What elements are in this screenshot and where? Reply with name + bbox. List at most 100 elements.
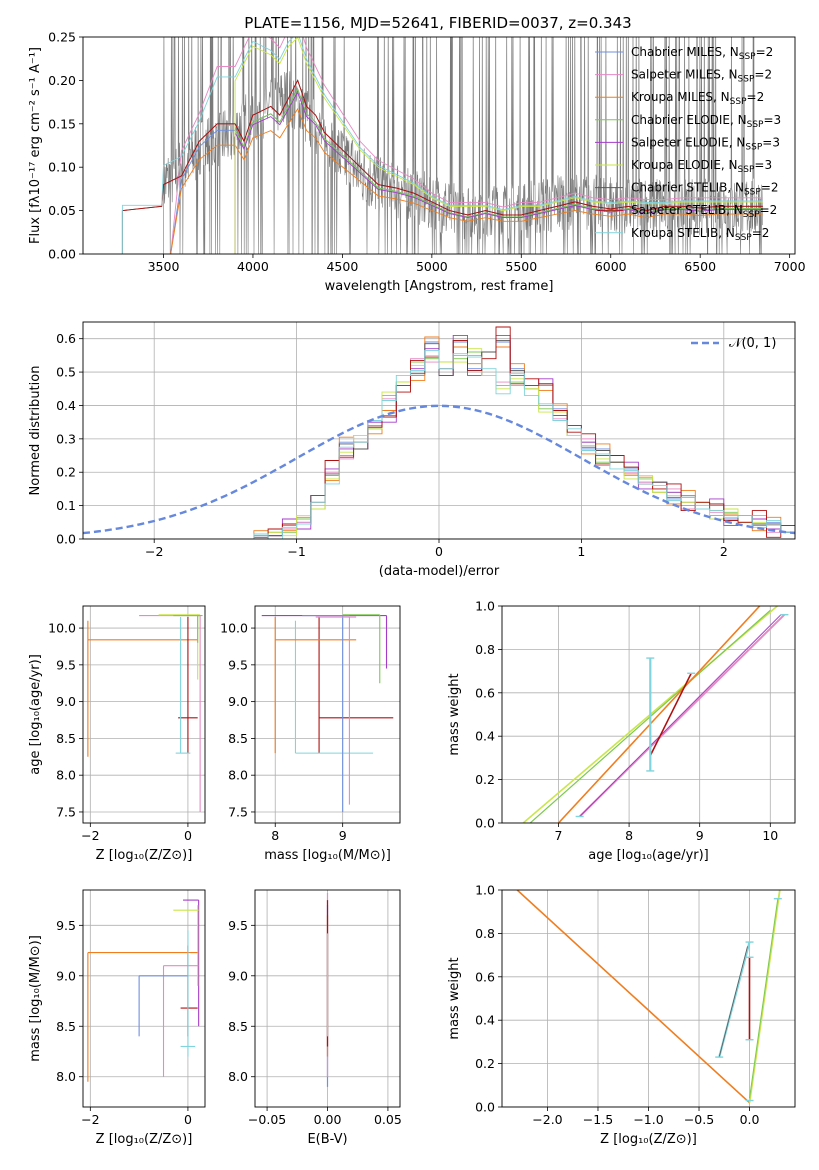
panel-age-vs-z: −2 0 7.5 8.0 8.5 9.0 9.5 10.0 Z [log₁₀(Z/Z⊙)] age… <box>28 605 206 863</box>
axes-frame <box>254 889 401 1108</box>
y-tick-label: 0.4 <box>475 729 495 744</box>
y-tick-label: 9.5 <box>56 918 76 933</box>
y-tick-label: 8.0 <box>228 1069 248 1084</box>
legend-label: Kroupa STELIB, NSSP=2 <box>631 226 769 243</box>
plot-area <box>83 606 205 823</box>
x-tick-label: 1 <box>577 544 585 559</box>
x-tick-label: −2 <box>81 1112 99 1127</box>
y-tick-label: 0.05 <box>48 203 76 218</box>
x-axis-label: age [log₁₀(age/yr)] <box>588 848 709 863</box>
x-tick-label: 0.0 <box>740 1112 760 1127</box>
model-line-kroupa-stelib <box>121 37 763 254</box>
x-tick-label: 8 <box>625 828 633 843</box>
y-tick-label: 9.5 <box>56 657 76 672</box>
x-tick-label: 7 <box>555 828 563 843</box>
plot-area <box>502 890 795 1107</box>
y-tick-label: 8.0 <box>56 1069 76 1084</box>
y-tick-label: 1.0 <box>475 883 495 898</box>
plot-area <box>255 890 400 1107</box>
y-tick-label: 0.6 <box>475 685 495 700</box>
x-axis-label: wavelength [Angstrom, rest frame] <box>325 279 554 294</box>
y-tick-label: 0.10 <box>48 160 76 175</box>
y-tick-label: 9.0 <box>228 694 248 709</box>
x-tick-label: 0.00 <box>314 1112 342 1127</box>
model-line-salpeter-miles <box>170 37 763 254</box>
y-tick-label: 8.0 <box>228 768 248 783</box>
x-tick-label: 9 <box>339 828 347 843</box>
x-tick-label: −2 <box>145 544 163 559</box>
y-tick-label: 0.8 <box>475 926 495 941</box>
panel-mass-vs-z: −2 0 8.0 8.5 9.0 9.5 Z [log₁₀(Z/Z⊙)] mass [log₁… <box>28 889 206 1147</box>
line-salpeter-elodie <box>579 614 782 817</box>
plot-area <box>502 606 795 823</box>
y-tick-label: 0.5 <box>56 365 76 380</box>
y-tick-label: 0.6 <box>475 969 495 984</box>
x-axis-label: Z [log₁₀(Z/Z⊙)] <box>96 1132 193 1147</box>
x-tick-label: −1.0 <box>633 1112 663 1127</box>
y-axis-label: mass weight <box>447 673 462 755</box>
panel-spectrum: 3500 4000 4500 5000 5500 6000 6500 7000 0.00 0.05… <box>28 30 806 295</box>
legend-label: Salpeter ELODIE, NSSP=3 <box>631 135 780 152</box>
y-axis-label: Flux [fλ10⁻¹⁷ erg cm⁻² s⁻¹ A⁻¹] <box>28 47 43 244</box>
histogram-chabrier-stelib <box>253 339 795 539</box>
y-axis-label: age [log₁₀(age/yr)] <box>28 654 43 775</box>
axes-frame <box>254 605 401 824</box>
x-tick-label: −1 <box>287 544 305 559</box>
legend-label: Salpeter STELIB, NSSP=2 <box>631 203 777 220</box>
panel-weight-vs-age: 7 8 9 10 0.0 0.2 0.4 0.6 0.8 1.0 age [log₁₀(age/yr… <box>447 599 796 863</box>
y-axis-label: mass [log₁₀(M/M⊙)] <box>28 935 43 1062</box>
y-tick-label: 9.0 <box>56 694 76 709</box>
y-tick-label: 0.6 <box>56 331 76 346</box>
histogram-salpeter-stelib <box>253 326 795 539</box>
y-tick-label: 1.0 <box>475 599 495 614</box>
model-line-salpeter-stelib <box>121 79 763 254</box>
y-tick-label: 8.5 <box>228 1019 248 1034</box>
model-line-kroupa-miles <box>170 107 763 254</box>
axes-frame <box>82 321 796 540</box>
y-axis-label: Normed distribution <box>28 366 43 496</box>
line-kroupa-elodie <box>748 890 781 1103</box>
x-tick-label: −2.0 <box>532 1112 562 1127</box>
y-tick-label: 0.4 <box>475 1013 495 1028</box>
x-tick-label: 4500 <box>326 259 358 274</box>
y-tick-label: 0.20 <box>48 73 76 88</box>
axes-frame <box>501 605 796 824</box>
y-tick-label: 0.2 <box>475 772 495 787</box>
x-axis-label: (data-model)/error <box>379 564 500 579</box>
y-tick-label: 0.2 <box>56 465 76 480</box>
y-tick-label: 8.0 <box>56 768 76 783</box>
axes-frame <box>82 36 796 255</box>
panel-age-vs-mass: 8 9 7.5 8.0 8.5 9.0 9.5 10.0 mass [log₁₀(M/M⊙)] <box>220 605 401 863</box>
y-tick-label: 10.0 <box>48 621 76 636</box>
x-tick-label: 9 <box>696 828 704 843</box>
axes-frame <box>82 605 206 824</box>
line-kroupa-miles <box>557 606 761 823</box>
histogram-kroupa-stelib <box>253 349 795 539</box>
y-tick-label: 7.5 <box>56 804 76 819</box>
axes-frame <box>82 889 206 1108</box>
line-chabrier-stelib <box>718 946 748 1058</box>
normal-curve <box>83 404 795 535</box>
x-tick-label: 2 <box>720 544 728 559</box>
model-line-salpeter-elodie <box>234 91 763 254</box>
x-axis-label: Z [log₁₀(Z/Z⊙)] <box>600 1132 697 1147</box>
legend-label: Kroupa ELODIE, NSSP=3 <box>631 158 772 175</box>
y-tick-label: 9.0 <box>228 968 248 983</box>
x-tick-label: 0 <box>435 544 443 559</box>
x-tick-label: 8 <box>271 828 279 843</box>
x-tick-label: 5000 <box>416 259 448 274</box>
x-tick-label: 5500 <box>505 259 537 274</box>
legend-label: Chabrier STELIB, NSSP=2 <box>631 181 779 198</box>
panel-weight-vs-z: −2.0 −1.5 −1.0 −0.5 0.0 0.0 0.2 0.4 0.6 0.8 1.0 Z [… <box>447 883 796 1147</box>
y-tick-label: 0.1 <box>56 498 76 513</box>
line-salpeter-stelib <box>649 672 692 757</box>
model-line-chabrier-elodie <box>234 88 763 254</box>
x-tick-label: −0.5 <box>684 1112 714 1127</box>
plot-area <box>83 322 795 539</box>
y-tick-label: 9.5 <box>228 657 248 672</box>
y-tick-label: 9.0 <box>56 968 76 983</box>
y-axis-label: mass weight <box>447 957 462 1039</box>
y-tick-label: 10.0 <box>220 621 248 636</box>
y-tick-label: 0.0 <box>475 816 495 831</box>
line-chabrier-elodie <box>749 898 779 1099</box>
